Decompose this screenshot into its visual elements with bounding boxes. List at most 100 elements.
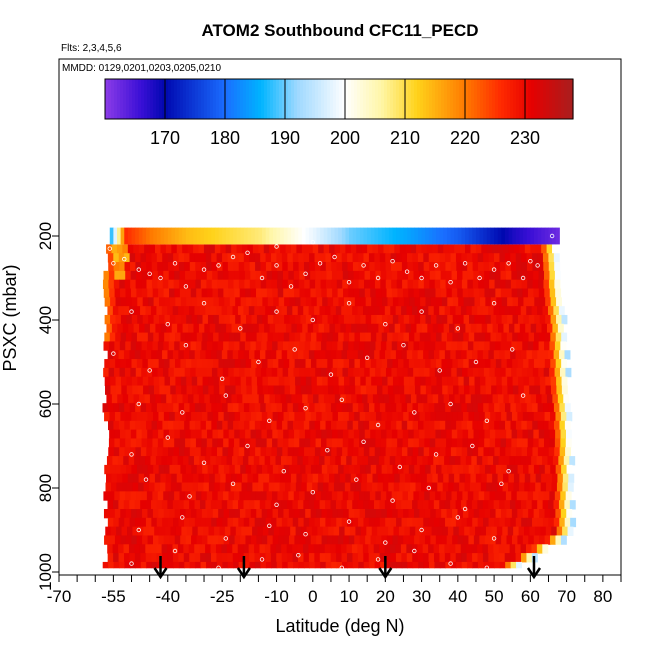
heatmap-cell xyxy=(472,447,479,457)
heatmap-cell xyxy=(164,332,171,342)
heatmap-cell xyxy=(375,438,382,448)
heatmap-cell xyxy=(106,456,113,466)
heatmap-cell xyxy=(182,473,189,484)
heatmap-cell xyxy=(474,297,481,307)
heatmap-cell xyxy=(167,253,174,263)
heatmap-cell xyxy=(348,288,355,298)
heatmap-cell xyxy=(407,367,414,378)
heatmap-cell xyxy=(305,376,312,387)
heatmap-cell xyxy=(445,262,452,272)
heatmap-cell xyxy=(250,535,257,545)
heatmap-cell xyxy=(191,332,198,342)
heatmap-cell xyxy=(151,561,158,569)
heatmap-cell xyxy=(491,385,498,395)
heatmap-cell xyxy=(186,376,193,387)
heatmap-cell xyxy=(108,367,115,378)
heatmap-cell xyxy=(424,367,430,378)
heatmap-cell xyxy=(534,376,541,387)
heatmap-cell xyxy=(454,473,461,484)
heatmap-cell xyxy=(278,297,285,307)
heatmap-cell xyxy=(439,517,446,528)
heatmap-cell xyxy=(343,288,349,298)
heatmap-cell xyxy=(358,262,365,272)
heatmap-cell xyxy=(107,500,114,510)
heatmap-cell xyxy=(432,473,439,484)
heatmap-cell xyxy=(167,544,173,554)
heatmap-cell xyxy=(358,517,364,528)
sample-point xyxy=(230,481,236,486)
heatmap-cell xyxy=(130,447,136,457)
heatmap-cell xyxy=(544,288,551,298)
heatmap-cell xyxy=(464,526,471,536)
heatmap-cell xyxy=(367,244,374,254)
heatmap-cell xyxy=(509,500,516,510)
heatmap-cell xyxy=(417,517,424,528)
heatmap-cell xyxy=(540,385,547,395)
heatmap-cell xyxy=(425,314,432,325)
colorbar-segment xyxy=(234,79,238,119)
heatmap-cell xyxy=(293,367,300,378)
heatmap-cell xyxy=(527,491,534,501)
heatmap-cell xyxy=(473,535,480,545)
heatmap-cell xyxy=(319,306,326,316)
heatmap-cell xyxy=(534,297,541,307)
heatmap-cell xyxy=(157,367,164,378)
heatmap-cell xyxy=(145,553,152,563)
heatmap-cell xyxy=(207,297,214,307)
heatmap-cell xyxy=(473,341,480,351)
heatmap-cell xyxy=(457,429,464,439)
sample-point xyxy=(259,275,265,281)
heatmap-cell xyxy=(195,262,202,272)
heatmap-cell xyxy=(474,332,481,342)
heatmap-cell xyxy=(389,323,396,334)
heatmap-cell xyxy=(325,262,332,272)
heatmap-cell xyxy=(457,341,463,351)
heatmap-cell xyxy=(544,429,551,439)
heatmap-cell xyxy=(131,464,138,475)
heatmap-cell xyxy=(393,526,400,536)
heatmap-cell xyxy=(304,262,310,272)
colorbar-segment xyxy=(411,79,415,119)
heatmap-cell xyxy=(218,314,225,325)
heatmap-cell xyxy=(490,359,497,369)
heatmap-cell xyxy=(280,244,287,254)
colorbar-segment xyxy=(237,79,241,119)
colorbar-segment xyxy=(543,79,547,119)
heatmap-cell xyxy=(266,279,273,289)
heatmap-cell xyxy=(568,473,575,484)
heatmap-cell xyxy=(145,544,152,554)
heatmap-cell xyxy=(305,359,312,369)
heatmap-cell xyxy=(340,456,347,466)
heatmap-cell xyxy=(402,367,409,378)
heatmap-cell xyxy=(295,297,301,307)
heatmap-cell xyxy=(483,367,490,378)
heatmap-cell xyxy=(434,447,441,457)
heatmap-cell xyxy=(173,262,180,272)
heatmap-cell xyxy=(548,447,555,457)
heatmap-cell xyxy=(313,544,320,554)
heatmap-cell xyxy=(387,359,394,369)
heatmap-cell xyxy=(125,270,132,281)
heatmap-cell xyxy=(346,500,353,510)
sample-point xyxy=(303,271,308,276)
colorbar-segment xyxy=(207,79,211,119)
heatmap-cell xyxy=(313,456,320,466)
heatmap-cell xyxy=(346,306,353,316)
sample-point xyxy=(397,464,403,470)
heatmap-cell xyxy=(334,244,341,254)
heatmap-cell xyxy=(316,509,323,519)
heatmap-cell xyxy=(446,359,453,369)
heatmap-cell xyxy=(467,491,474,501)
heatmap-cell xyxy=(310,464,317,475)
heatmap-cell xyxy=(208,385,215,395)
heatmap-cell xyxy=(550,535,556,545)
heatmap-cell xyxy=(128,544,135,554)
heatmap-cell xyxy=(433,500,440,510)
heatmap-cell xyxy=(129,420,136,431)
heatmap-cell xyxy=(372,482,378,492)
heatmap-cell xyxy=(391,438,398,448)
heatmap-cell xyxy=(268,482,275,492)
heatmap-cell xyxy=(430,297,437,307)
sample-point xyxy=(332,254,337,260)
